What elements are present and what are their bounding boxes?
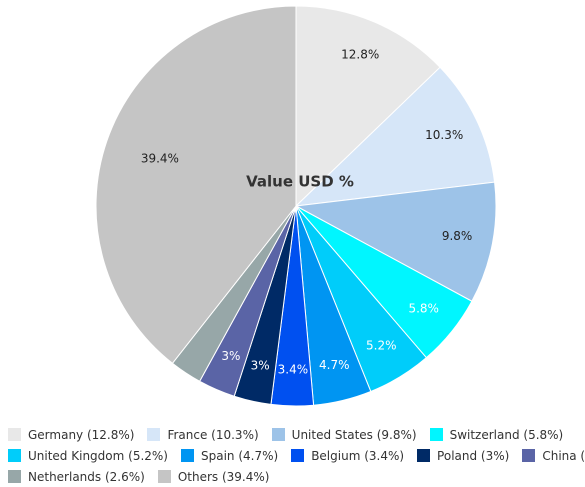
legend-swatch [8, 449, 21, 462]
slice-label-china: 3% [221, 349, 240, 363]
legend-item-switzerland: Switzerland (5.8%) [429, 427, 564, 442]
legend-item-united-kingdom: United Kingdom (5.2%) [8, 449, 168, 463]
legend-item-china: China (3%) [522, 449, 585, 463]
legend-label: Switzerland (5.8%) [449, 427, 564, 442]
legend-label: Netherlands (2.6%) [28, 469, 145, 484]
pie-chart: 12.8%10.3%9.8%5.8%5.2%4.7%3.4%3%3%39.4% … [95, 5, 497, 407]
legend-item-united-states: United States (9.8%) [271, 427, 417, 442]
legend-label: United States (9.8%) [291, 427, 417, 442]
slice-label-united-kingdom: 5.2% [366, 339, 397, 353]
legend-swatch [8, 470, 21, 483]
legend-swatch [291, 449, 305, 462]
legend-item-belgium: Belgium (3.4%) [291, 449, 404, 463]
legend-swatch [429, 428, 443, 441]
legend-label: France (10.3%) [167, 427, 259, 442]
legend-item-france: France (10.3%) [147, 427, 259, 442]
chart-title: Value USD % [246, 173, 354, 191]
legend-swatch [271, 428, 285, 441]
legend-swatch [180, 449, 194, 462]
slice-label-others: 39.4% [141, 151, 179, 165]
legend-label: Others (39.4%) [177, 469, 270, 484]
legend-label: China (3%) [542, 448, 585, 463]
legend-label: Germany (12.8%) [28, 427, 135, 442]
legend-swatch [522, 449, 536, 462]
pie-slice-united-states [294, 181, 497, 302]
legend-label: Poland (3%) [437, 448, 510, 463]
legend-row: Germany (12.8%) France (10.3%) United Stat… [8, 424, 583, 445]
legend-row: Netherlands (2.6%) Others (39.4%) [8, 466, 583, 487]
slice-label-france: 10.3% [425, 128, 463, 142]
slice-label-spain: 4.7% [319, 358, 350, 372]
chart-legend: Germany (12.8%) France (10.3%) United Stat… [8, 424, 585, 487]
legend-label: Spain (4.7%) [200, 448, 279, 463]
pie-slice-germany [295, 5, 441, 208]
legend-swatch [417, 449, 431, 462]
legend-item-germany: Germany (12.8%) [8, 428, 134, 442]
legend-item-others: Others (39.4%) [157, 469, 270, 484]
legend-label: Belgium (3.4%) [311, 448, 405, 463]
legend-row: United Kingdom (5.2%) Spain (4.7%) Belgium… [8, 445, 585, 466]
slice-label-germany: 12.8% [341, 48, 379, 62]
pie-slices [95, 5, 497, 407]
legend-item-netherlands: Netherlands (2.6%) [8, 470, 145, 484]
legend-item-poland: Poland (3%) [417, 449, 509, 463]
slice-label-belgium: 3.4% [278, 363, 309, 377]
legend-swatch [157, 470, 171, 483]
legend-label: United Kingdom (5.2%) [28, 448, 168, 463]
slice-label-switzerland: 5.8% [408, 301, 439, 315]
pie-slice-others [95, 5, 297, 364]
slice-label-united-states: 9.8% [442, 229, 473, 243]
pie-slice-labels: 12.8% 10.3% 9.8% 5.8% 5.2% 4.7% 3.4% 3% 3% 39.4% [141, 48, 473, 377]
legend-item-spain: Spain (4.7%) [180, 448, 279, 463]
legend-swatch [8, 428, 21, 441]
pie-slice-france [294, 66, 496, 207]
legend-swatch [147, 428, 161, 441]
slice-label-poland: 3% [251, 359, 270, 373]
